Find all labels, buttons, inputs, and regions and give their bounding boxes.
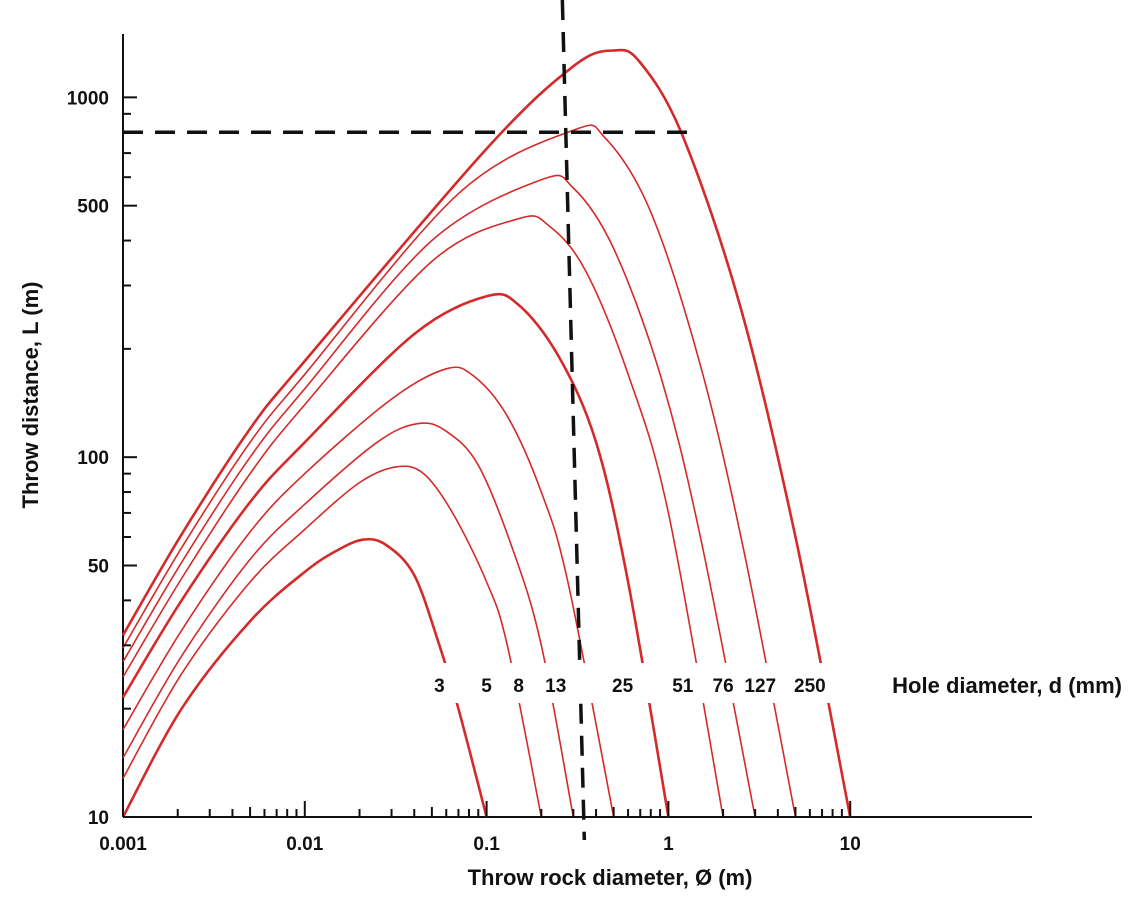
curve-label-76: 76: [713, 676, 734, 697]
axes: [122, 34, 1032, 818]
reference-line-vertical: [560, 0, 587, 841]
curve-label-25: 25: [612, 676, 634, 697]
x-axis-title: Throw rock diameter, Ø (m): [468, 865, 753, 890]
curve-d-250: [121, 48, 852, 818]
curve-label-127: 127: [744, 676, 776, 697]
y-tick-label: 1000: [67, 88, 109, 109]
curve-d-51: [122, 215, 724, 818]
legend-title: Hole diameter, d (mm): [892, 673, 1122, 698]
curve-label-51: 51: [672, 676, 694, 697]
curve-d-76: [122, 174, 756, 818]
ticks: 0.001 0.01 0.1 1 10 10 50 100 500 1000: [67, 88, 861, 855]
curve-label-13: 13: [545, 676, 566, 697]
curve-d-13: [122, 366, 615, 818]
curve-d-127: [122, 124, 797, 818]
curve-label-5: 5: [481, 676, 492, 697]
x-tick-label: 1: [663, 834, 674, 855]
curve-label-3: 3: [434, 676, 445, 697]
legend-band: [430, 663, 1139, 703]
y-tick-label: 10: [88, 808, 109, 829]
curve-d-5: [122, 465, 543, 818]
x-tick-label: 10: [840, 834, 861, 855]
y-axis-title: Throw distance, L (m): [18, 282, 43, 509]
x-tick-label: 0.1: [473, 834, 500, 855]
curve-label-250: 250: [794, 676, 826, 697]
curve-d-8: [122, 422, 575, 818]
reference-lines: [123, 0, 687, 841]
curves: [121, 48, 852, 818]
x-tick-label: 0.001: [99, 834, 147, 855]
y-tick-label: 50: [88, 556, 109, 577]
y-tick-label: 500: [77, 197, 109, 218]
curve-label-8: 8: [513, 676, 524, 697]
legend: 3 5 8 13 25 51 76 127 250 Hole diameter, d (mm): [430, 663, 1139, 703]
y-tick-label: 100: [77, 448, 109, 469]
x-tick-label: 0.01: [286, 834, 323, 855]
curve-d-25: [121, 292, 670, 818]
